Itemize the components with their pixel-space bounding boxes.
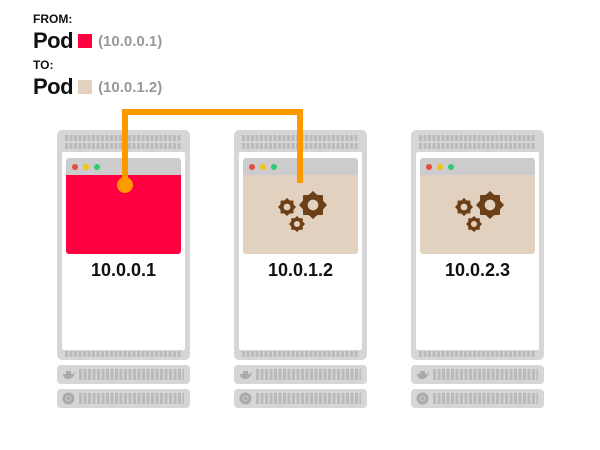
vent [65,351,182,357]
gears-icon [455,191,504,232]
server-chassis: 10.0.2.3 [411,130,544,360]
docker-whale-icon [240,371,252,379]
pod-body [420,175,535,254]
server-node: 10.0.1.2 [234,130,367,408]
docker-unit [411,365,544,384]
from-ip: (10.0.0.1) [98,32,163,50]
to-pod: Pod (10.0.1.2) [33,74,162,100]
docker-whale-icon [63,371,75,379]
vent [242,351,359,357]
window-titlebar [420,158,535,175]
window-dot [94,163,100,170]
window-dot [72,163,78,170]
to-ip: (10.0.1.2) [98,78,163,96]
pod-body [243,175,358,254]
pod-window [420,158,535,254]
window-dot [448,163,454,170]
kubernetes-icon [239,392,252,405]
window-dot [271,163,277,170]
server-chassis: 10.0.1.2 [234,130,367,360]
docker-unit [57,365,190,384]
kubernetes-unit [234,389,367,408]
docker-unit [234,365,367,384]
kubernetes-unit [57,389,190,408]
to-pod-name: Pod [33,74,74,99]
vent [419,351,536,357]
from-pod-name: Pod [33,28,74,53]
vent [419,143,536,149]
window-dot [83,163,89,170]
docker-whale-icon [417,371,429,379]
to-color-swatch [78,80,93,94]
window-dot [260,163,266,170]
node-ip: 10.0.0.1 [90,260,157,280]
to-label: TO: [33,58,54,72]
window-dot [437,163,443,170]
window-dot [426,163,432,170]
vent [419,135,536,141]
kubernetes-icon [62,392,75,405]
from-color-swatch [78,34,93,48]
window-dot [249,163,255,170]
kubernetes-icon [416,392,429,405]
gears-icon [278,191,327,232]
server-node: 10.0.2.3 [411,130,544,408]
node-ip: 10.0.1.2 [267,260,334,280]
from-pod: Pod (10.0.0.1) [33,28,162,54]
kubernetes-unit [411,389,544,408]
node-ip: 10.0.2.3 [444,260,511,280]
connection-origin-dot [117,177,133,193]
from-label: FROM: [33,12,73,26]
